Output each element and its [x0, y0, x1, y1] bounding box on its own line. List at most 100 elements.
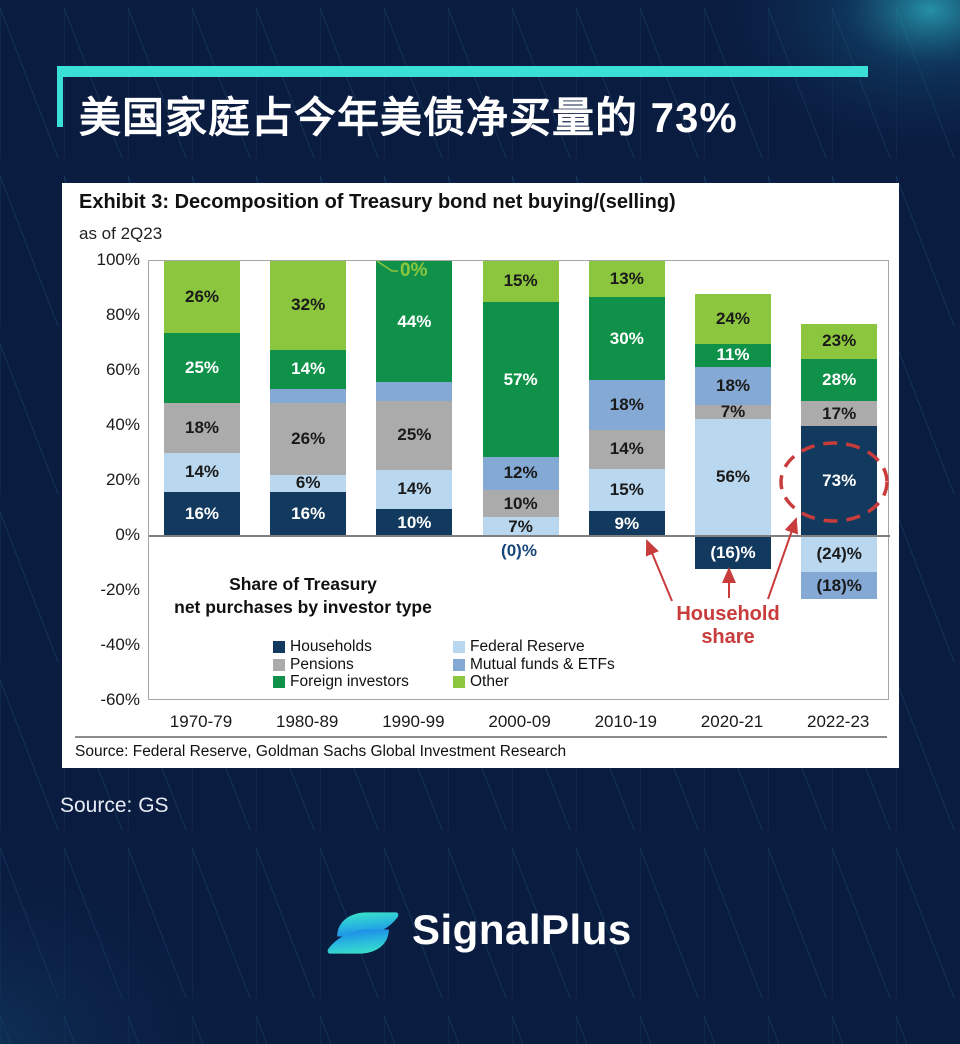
bar-segment-label: 10% [503, 493, 538, 513]
zero-callout-leader-line [376, 260, 398, 272]
bar-segment-label: 24% [715, 309, 751, 329]
bar-segment-label: 26% [291, 428, 326, 448]
exhibit-title: Exhibit 3: Decomposition of Treasury bon… [79, 191, 676, 213]
bar-segment: 6% [270, 472, 347, 492]
zero-other-callout: 0% [400, 260, 428, 281]
annotation-overlay [376, 260, 889, 602]
bar-segment: 18% [164, 402, 240, 453]
x-category-label: 1970-79 [169, 712, 233, 731]
bar-segment-label: 10% [397, 512, 432, 532]
bar-segment-label: 25% [397, 425, 432, 445]
bar-segment: 14% [588, 430, 665, 470]
bar-segment-label: 56% [715, 467, 751, 487]
bar-segment: 7% [695, 403, 771, 420]
bar-segment: 26% [270, 402, 347, 475]
bar-segment-label: 26% [184, 287, 220, 306]
title-accent-bar [57, 66, 868, 77]
bar-segment: 25% [376, 401, 453, 470]
bar-segment-label: 57% [503, 369, 538, 389]
y-tick-label: 100% [96, 250, 140, 269]
bar-segment-label: 11% [716, 345, 750, 365]
bar-segment-label: 14% [397, 479, 432, 498]
bar-segment: 44% [376, 261, 453, 382]
bar-segment-label: 17% [822, 403, 857, 423]
brand-logo: SignalPlus [322, 898, 662, 968]
zero-households-label: (0)% [501, 541, 537, 560]
x-category-label: 1990-99 [382, 712, 445, 731]
bar-segment: 15% [588, 469, 665, 511]
y-tick-label: 80% [105, 305, 140, 324]
bar-segment-label: 6% [295, 472, 321, 492]
signalplus-logo-icon [327, 912, 399, 954]
bar-segment: 14% [376, 470, 453, 509]
arrow-to-2022-23-bar [767, 517, 798, 600]
bar-segment: 18% [588, 380, 665, 431]
bar-segment-label: (16)% [710, 543, 756, 562]
bar-segment-label: 12% [503, 463, 538, 483]
page-title: 美国家庭占今年美债净买量的 73% [79, 94, 738, 141]
y-tick-label: 20% [105, 470, 140, 489]
bar-segment: 25% [164, 333, 240, 403]
bar-segment-label: 14% [184, 461, 220, 481]
bar-segment: 24% [695, 294, 771, 345]
bar-segment: 16% [270, 491, 347, 536]
zero-axis-line [149, 534, 890, 537]
bar-segment-label: 7% [508, 516, 533, 536]
bar-segment: 10% [376, 508, 453, 536]
bar-segment-label: 16% [184, 503, 220, 523]
chart-plot-area: 16% 14% 18% 25% 26% 16% 6% 26% 14% 32% 10% 14% 25% 44… [148, 260, 890, 700]
bar-segment: 11% [695, 344, 771, 368]
bar-segment-label: 28% [822, 369, 857, 389]
bar-segment-label: 30% [609, 329, 644, 349]
bar-segment: 18% [695, 367, 771, 405]
arrow-to-2010s-bar [645, 539, 673, 602]
household-share-annotation: Household share [676, 603, 780, 648]
x-category-label: 2020-21 [700, 712, 764, 731]
bar-segment-label: 16% [291, 503, 326, 523]
exhibit-card: Exhibit 3: Decomposition of Treasury bon… [62, 183, 899, 768]
bar-segment: 28% [801, 358, 878, 401]
source-divider [75, 736, 887, 738]
x-category-label: 2000-09 [488, 712, 551, 731]
bar-segment: 15% [482, 261, 559, 302]
x-category-label: 2010-19 [594, 712, 657, 731]
bar-segment: 26% [164, 261, 240, 334]
brand-name: SignalPlus [412, 906, 632, 953]
bar-segment-label: 32% [291, 295, 326, 314]
bar-segment: 12% [482, 457, 559, 490]
bar-segment: 17% [801, 400, 878, 427]
bar-segment: 9% [588, 511, 665, 536]
bar-segment-label: 14% [291, 358, 326, 378]
source-note: Source: GS [60, 794, 169, 817]
bar-segment: (24)% [801, 536, 878, 573]
bar-segment: 56% [695, 419, 771, 536]
bar-segment-label: 18% [715, 376, 751, 396]
bar-segment-label: 9% [614, 514, 640, 533]
y-tick-label: 60% [105, 360, 140, 379]
bar-segment: 16% [164, 491, 240, 536]
exhibit-source: Source: Federal Reserve, Goldman Sachs G… [75, 743, 567, 760]
bar-segment-label: (18)% [816, 576, 862, 596]
exhibit-subtitle: as of 2Q23 [79, 224, 163, 243]
bar-segment: 7% [482, 516, 559, 536]
bar-segment-label: (24)% [816, 544, 862, 563]
y-tick-label: -40% [100, 635, 140, 654]
bar-segment-label: 13% [609, 269, 644, 288]
bar-segment: 13% [588, 261, 665, 298]
y-tick-label: -60% [100, 690, 140, 709]
bar-segment: 10% [482, 489, 559, 517]
bar-segment: (16)% [695, 536, 771, 570]
y-tick-label: 40% [105, 415, 140, 434]
x-category-label: 1980-89 [275, 712, 339, 731]
y-tick-label: 0% [115, 525, 140, 544]
bar-segment-label: 14% [609, 439, 644, 459]
bar-segment-label: 18% [609, 395, 644, 415]
bar-segment: 30% [588, 297, 665, 381]
bar-segment-label: 18% [184, 417, 220, 437]
x-category-label: 2022-23 [806, 712, 870, 731]
bar-segment-label: 25% [184, 358, 220, 378]
highlight-ellipse-73pct [779, 441, 889, 523]
bar-segment: 14% [164, 452, 240, 492]
bar-segment-label: 15% [609, 480, 644, 500]
